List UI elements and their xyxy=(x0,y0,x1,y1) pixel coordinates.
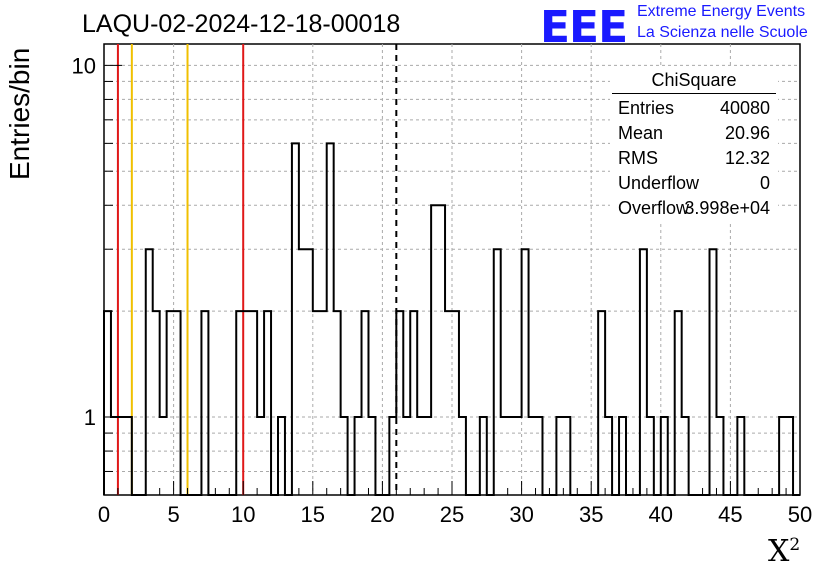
stats-row-underflow: Underflow 0 xyxy=(610,171,778,196)
x-axis-label-superscript: 2 xyxy=(789,535,801,555)
x-tick-label: 50 xyxy=(788,502,812,527)
axis-tick-labels: 0 5 10 15 20 25 30 35 40 45 50 1 10 xyxy=(72,53,813,527)
stats-key: Mean xyxy=(618,123,664,143)
x-tick-label: 0 xyxy=(98,502,110,527)
x-tick-label: 35 xyxy=(579,502,603,527)
stats-value: 12.32 xyxy=(724,148,770,168)
x-tick-label: 30 xyxy=(509,502,533,527)
stats-row-rms: RMS 12.32 xyxy=(610,146,778,171)
y-tick-label: 1 xyxy=(84,405,96,430)
x-axis-label: X2 xyxy=(768,534,800,569)
stats-row-entries: Entries 40080 xyxy=(610,96,778,121)
x-tick-label: 5 xyxy=(167,502,179,527)
logo-line-2: La Scienza nelle Scuole xyxy=(637,24,808,41)
y-tick-label: 10 xyxy=(72,53,96,78)
stats-row-overflow: Overflow 3.998e+04 xyxy=(610,196,778,221)
stats-key: RMS xyxy=(618,148,658,168)
stats-value: 0 xyxy=(759,173,770,193)
x-tick-label: 15 xyxy=(301,502,325,527)
axis-ticks xyxy=(103,64,801,495)
stats-key: Underflow xyxy=(618,173,700,193)
stats-value: 40080 xyxy=(719,98,770,118)
x-tick-label: 10 xyxy=(231,502,255,527)
stats-row-mean: Mean 20.96 xyxy=(610,121,778,146)
logo-line-1: Extreme Energy Events xyxy=(637,3,806,20)
y-axis-label: Entries/bin xyxy=(4,47,35,180)
eee-logo: EEE xyxy=(540,2,628,53)
stats-value: 3.998e+04 xyxy=(684,198,770,218)
stats-box: ChiSquare Entries 40080 Mean 20.96 RMS 1… xyxy=(610,68,778,221)
stats-title: ChiSquare xyxy=(612,68,776,94)
stats-key: Entries xyxy=(618,98,675,118)
x-tick-label: 25 xyxy=(440,502,464,527)
plot-title: LAQU-02-2024-12-18-00018 xyxy=(82,10,401,38)
stats-key: Overflow xyxy=(618,198,690,218)
x-tick-label: 40 xyxy=(649,502,673,527)
x-axis-label-base: X xyxy=(768,534,790,569)
x-tick-label: 20 xyxy=(370,502,394,527)
stats-value: 20.96 xyxy=(724,123,770,143)
histogram-line xyxy=(103,142,800,496)
x-tick-label: 45 xyxy=(718,502,742,527)
